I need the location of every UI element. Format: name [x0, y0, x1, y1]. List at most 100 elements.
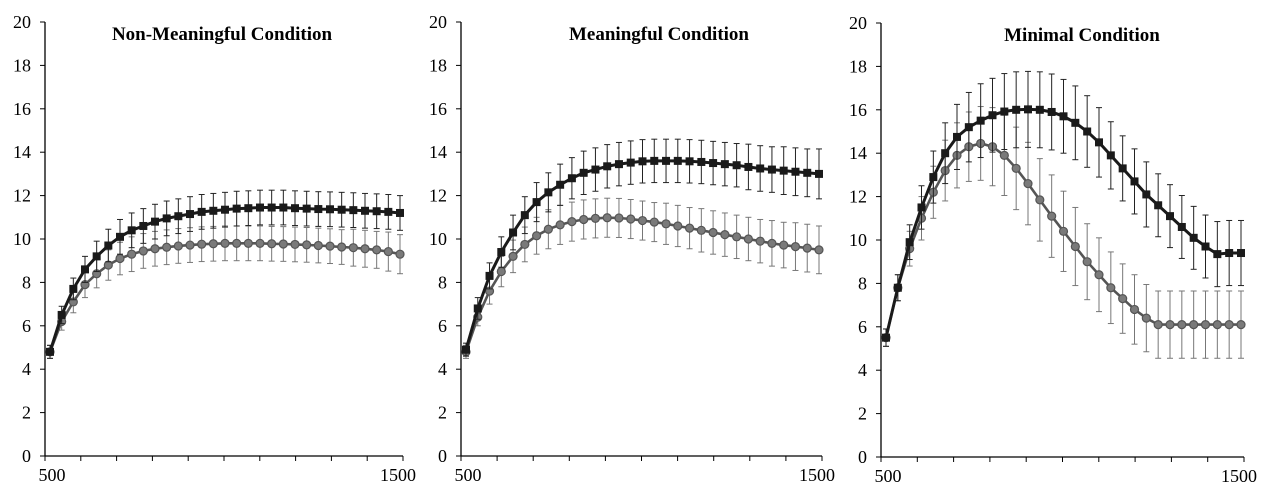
data-point-circle [649, 217, 659, 227]
data-point-circle [999, 150, 1009, 160]
y-tick-label: 16 [13, 99, 31, 119]
data-point-square [291, 204, 299, 213]
data-point-circle [732, 232, 742, 242]
data-point-square [485, 271, 494, 280]
y-tick-label: 16 [429, 99, 447, 119]
y-tick-label: 18 [13, 55, 31, 75]
data-point-square [162, 214, 171, 223]
y-tick-label: 8 [438, 272, 447, 292]
data-point-square [732, 161, 741, 170]
data-point-circle [1047, 211, 1057, 221]
data-point-circle [360, 244, 370, 254]
data-point-circle [395, 249, 405, 259]
data-point-circle [127, 249, 137, 259]
data-point-circle [138, 246, 148, 256]
data-point-circle [313, 240, 323, 251]
data-point-square [1142, 190, 1151, 199]
data-point-square [174, 212, 183, 221]
data-point-circle [325, 241, 335, 251]
data-point-square [685, 157, 694, 166]
data-point-square [1154, 201, 1163, 210]
panel-title: Meaningful Condition [569, 24, 749, 45]
data-point-square [473, 304, 482, 313]
data-point-square [697, 157, 706, 166]
data-point-square [127, 226, 136, 235]
y-tick-label: 4 [22, 359, 31, 379]
data-point-square [151, 217, 159, 226]
data-point-circle [1236, 320, 1246, 330]
y-tick-label: 2 [438, 403, 447, 423]
data-point-square [1237, 249, 1245, 258]
data-point-square [244, 204, 253, 213]
data-point-square [767, 165, 776, 174]
data-point-square [314, 205, 323, 214]
data-point-square [349, 206, 358, 215]
data-point-square [1177, 222, 1186, 231]
data-point-square [815, 169, 823, 178]
data-point-circle [543, 224, 553, 234]
data-point-circle [208, 239, 218, 249]
data-point-square [905, 238, 914, 247]
data-point-square [396, 208, 404, 217]
data-point-square [756, 164, 765, 173]
data-point-square [361, 206, 369, 215]
data-point-square [1130, 177, 1139, 186]
x-tick-label: 1500 [1221, 466, 1257, 486]
data-point-square [1189, 233, 1198, 242]
data-point-circle [302, 240, 312, 250]
data-point-circle [720, 230, 730, 240]
data-point-square [603, 162, 612, 171]
data-point-circle [267, 239, 277, 249]
data-point-square [256, 203, 264, 212]
data-point-square [532, 198, 541, 207]
data-point-circle [614, 213, 624, 223]
panel-title: Non-Meaningful Condition [112, 24, 333, 45]
data-point-square [497, 248, 506, 257]
data-point-square [709, 159, 718, 168]
data-point-circle [661, 219, 671, 229]
panel-minimal: Minimal Condition 0 2 4 6 8 10 12 14 16 18 20 500 15… [849, 13, 1257, 486]
y-tick-label: 8 [22, 272, 31, 292]
data-point-square [953, 132, 961, 141]
data-point-square [1047, 107, 1056, 116]
data-point-square [116, 232, 124, 241]
y-tick-label: 12 [429, 186, 447, 206]
y-tick-label: 16 [849, 100, 867, 120]
data-point-circle [1129, 304, 1140, 315]
y-tick-label: 2 [858, 404, 867, 424]
data-point-circle [496, 266, 506, 277]
data-point-square [882, 333, 890, 342]
data-point-circle [1177, 320, 1187, 330]
data-point-square [917, 203, 926, 212]
data-point-circle [684, 223, 695, 233]
data-point-square [964, 123, 973, 132]
data-point-circle [372, 245, 382, 255]
data-point-square [1106, 151, 1115, 160]
data-point-circle [255, 238, 265, 248]
data-point-circle [602, 213, 612, 223]
panel-meaningful: Meaningful Condition 0 2 4 6 8 10 12 14 16 18 20 50… [429, 12, 835, 485]
data-point-square [779, 166, 788, 175]
data-point-square [326, 205, 334, 214]
data-point-circle [579, 214, 589, 225]
y-tick-label: 10 [429, 229, 447, 249]
y-tick-label: 2 [22, 403, 31, 423]
data-point-circle [232, 238, 242, 248]
data-point-square [803, 168, 812, 177]
y-tick-label: 20 [13, 12, 31, 32]
data-point-square [638, 157, 647, 166]
y-tick-label: 14 [849, 143, 867, 163]
series-line-square [464, 159, 820, 351]
data-point-square [567, 174, 576, 183]
y-tick-label: 8 [858, 273, 867, 293]
data-point-square [139, 221, 148, 230]
data-point-circle [790, 241, 801, 252]
data-point-square [232, 204, 241, 213]
data-point-circle [626, 214, 636, 224]
y-tick-label: 12 [849, 187, 867, 207]
data-point-circle [162, 242, 172, 252]
data-point-circle [1094, 270, 1104, 280]
data-point-circle [520, 239, 530, 250]
data-point-circle [1035, 195, 1045, 205]
data-point-circle [1058, 226, 1069, 236]
